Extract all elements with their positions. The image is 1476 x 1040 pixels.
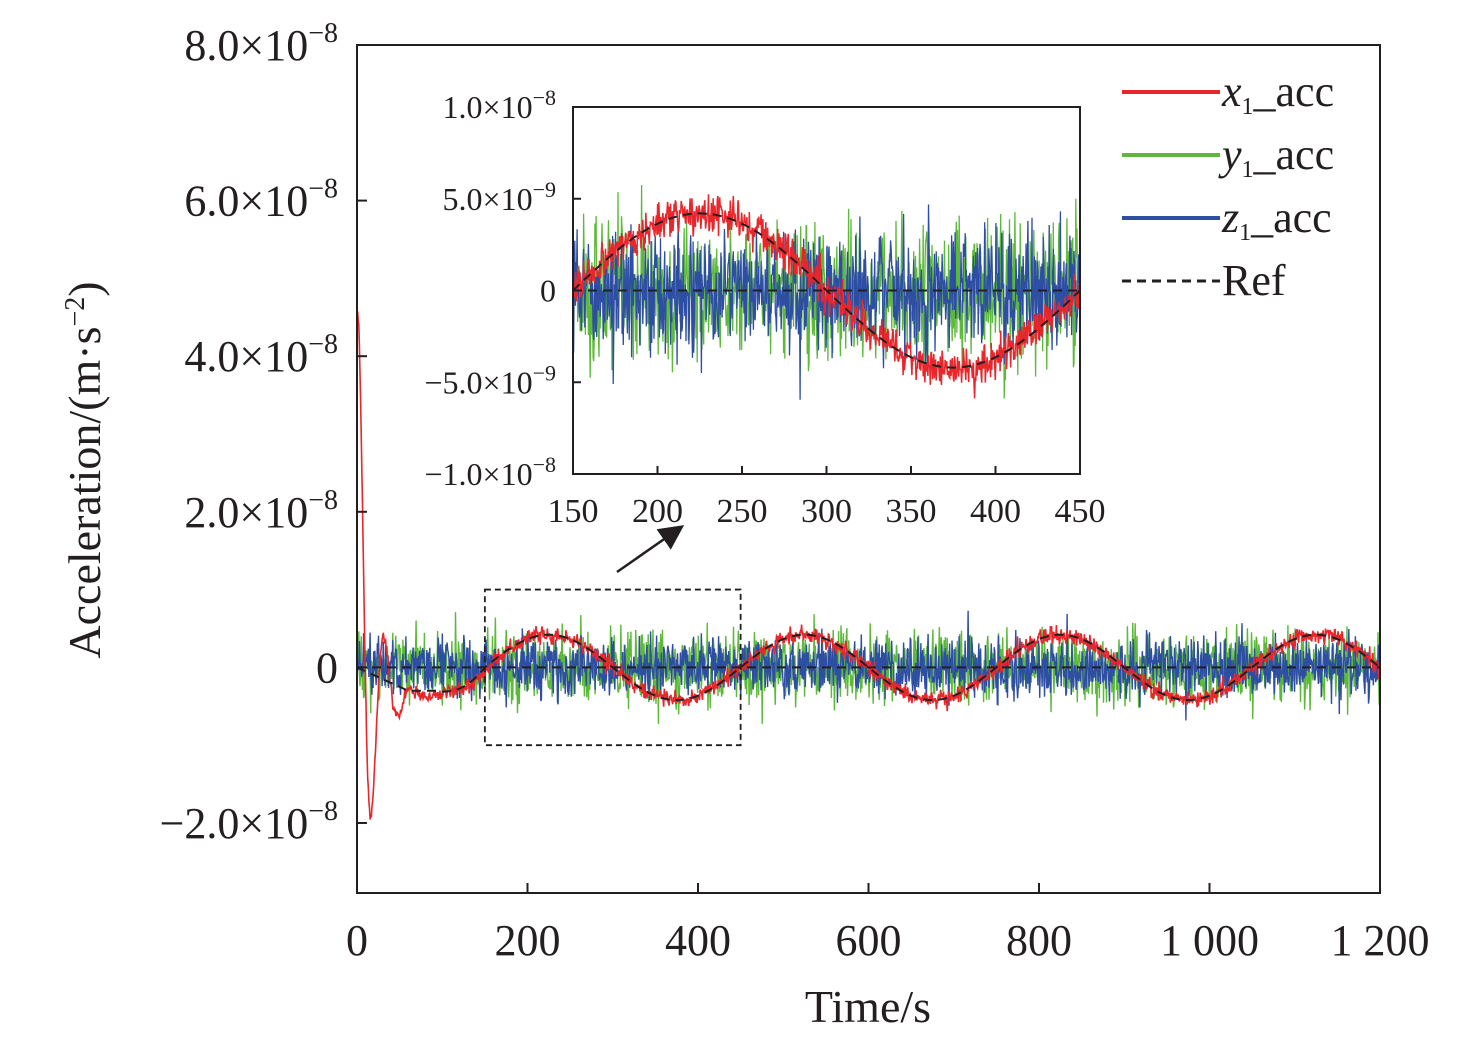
- x-tick-label: 1 000: [1160, 916, 1259, 965]
- inset-y-tick-label: −1.0×10−8: [424, 452, 556, 492]
- inset-plot-area: [573, 184, 1080, 400]
- main-plot-area: [357, 311, 1380, 820]
- legend-label: x1_acc: [1221, 67, 1334, 120]
- x-axis-label: Time/s: [805, 981, 931, 1032]
- inset-y-tick-label: 1.0×10−8: [443, 85, 556, 125]
- inset-x-tick-label: 400: [970, 493, 1021, 530]
- x-tick-label: 0: [346, 916, 368, 965]
- zoom-box: [483, 588, 742, 747]
- inset-ref-sine-line: [573, 212, 1080, 369]
- inset-y-tick-label: −5.0×10−9: [424, 360, 556, 400]
- y-tick-label: 2.0×10−8: [184, 485, 338, 537]
- series-x1-acc-line: [357, 311, 1380, 820]
- inset-y-tick-label: 0: [540, 273, 556, 309]
- y-tick-label: 4.0×10−8: [184, 329, 338, 381]
- inset-x-tick-label: 200: [632, 493, 683, 530]
- inset-x-tick-label: 450: [1055, 493, 1106, 530]
- legend-label: Ref: [1222, 256, 1286, 305]
- inset-x-tick-label: 150: [548, 493, 599, 530]
- y-tick-label: 6.0×10−8: [184, 174, 338, 226]
- legend-label: z1_acc: [1221, 193, 1332, 246]
- x-tick-label: 800: [1006, 916, 1072, 965]
- x-tick-label: 1 200: [1331, 916, 1430, 965]
- inset-y-tick-label: 5.0×10−9: [443, 177, 556, 217]
- y-tick-label: −2.0×10−8: [160, 796, 338, 848]
- y-axis-label: Acceleration/(m·s−2): [59, 281, 110, 658]
- x-tick-label: 400: [665, 916, 731, 965]
- inset-x-tick-label: 300: [801, 493, 852, 530]
- inset-x-tick-label: 350: [886, 493, 937, 530]
- y-tick-label: 8.0×10−8: [184, 18, 338, 70]
- x-tick-label: 200: [495, 916, 561, 965]
- zoom-arrow: [616, 525, 685, 574]
- inset-x-tick-label: 250: [717, 493, 768, 530]
- x-tick-label: 600: [836, 916, 902, 965]
- y-tick-label: 0: [316, 643, 338, 692]
- legend-label: y1_acc: [1218, 130, 1334, 183]
